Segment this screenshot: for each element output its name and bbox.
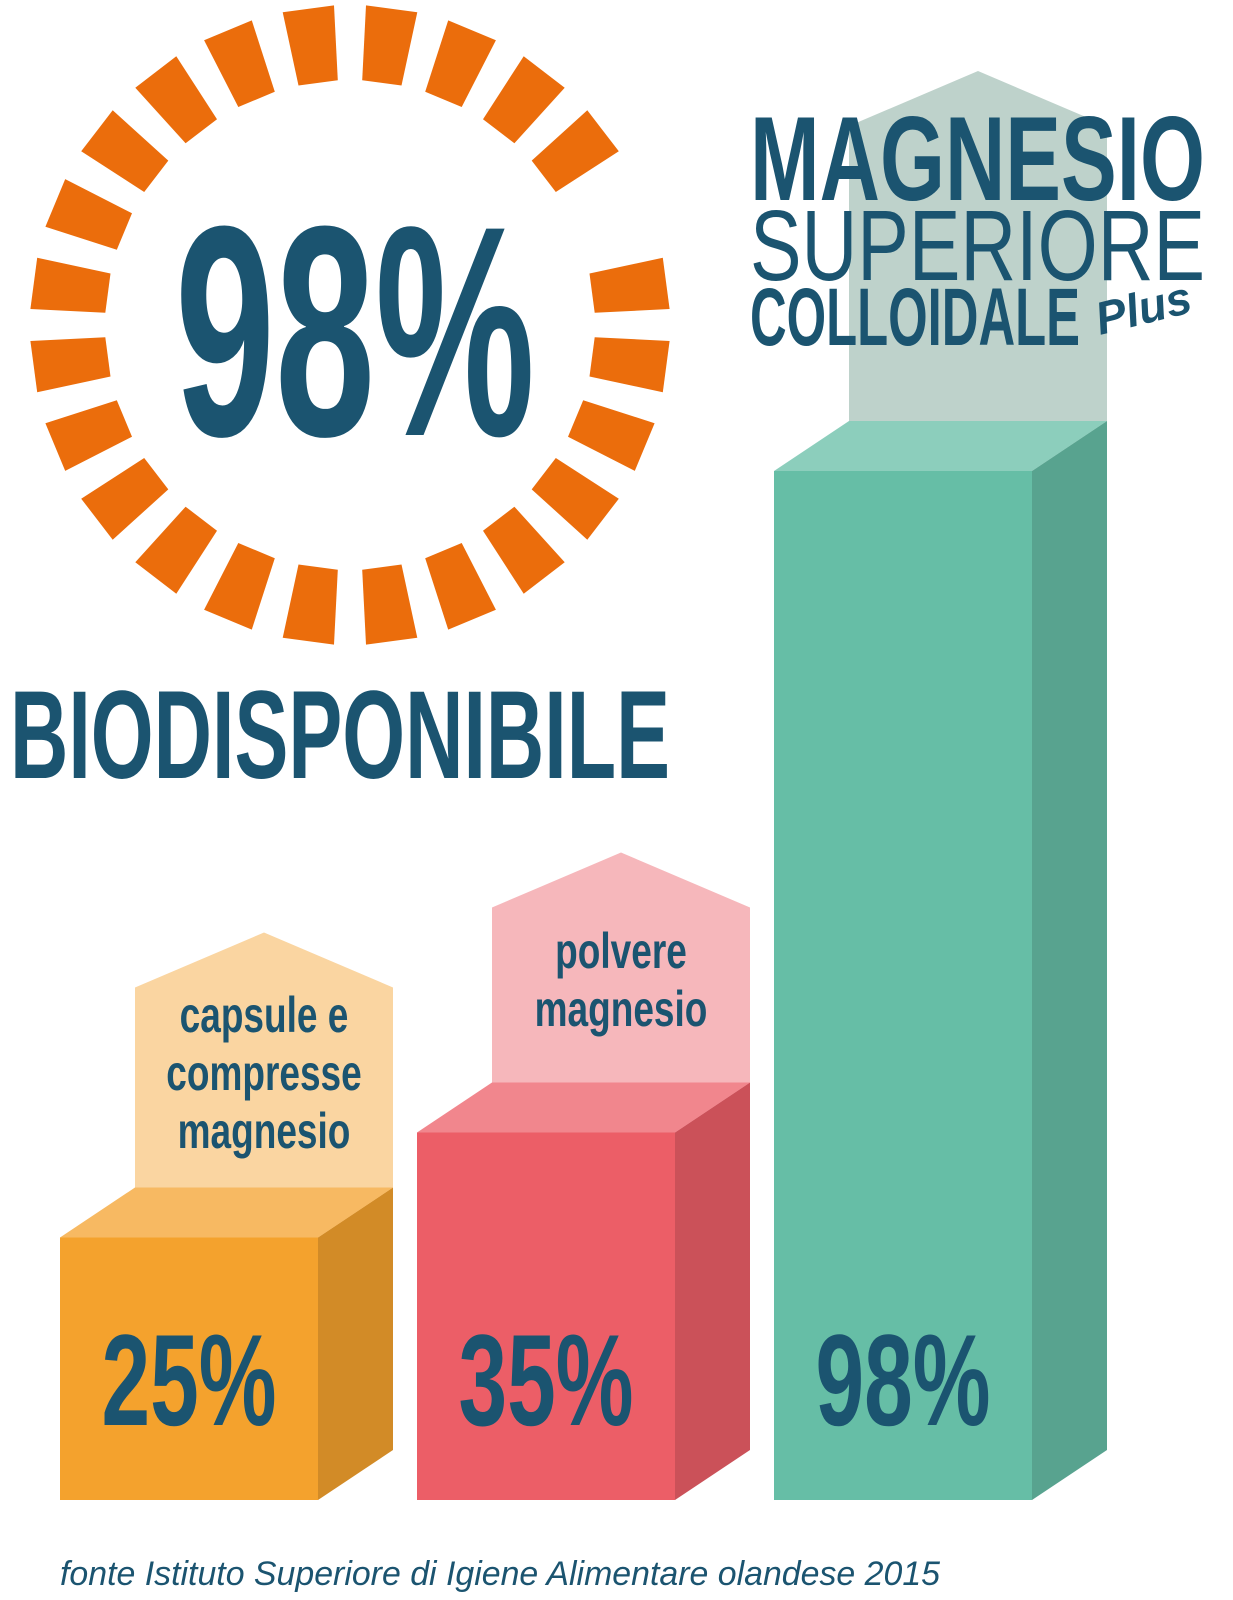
ring-segment bbox=[45, 400, 132, 471]
label-box bbox=[135, 932, 393, 1238]
ring-segment bbox=[81, 110, 169, 192]
value-label: 25% bbox=[102, 1307, 277, 1453]
ring-segment bbox=[589, 337, 670, 393]
title-line: COLLOIDALE bbox=[750, 272, 1080, 363]
bar-side bbox=[318, 1187, 393, 1500]
bar-side bbox=[675, 1082, 750, 1500]
ring-segment bbox=[81, 458, 169, 540]
ring-segment bbox=[531, 458, 619, 540]
ring-segment bbox=[425, 543, 496, 630]
source-note: fonte Istituto Superiore di Igiene Alime… bbox=[60, 1555, 940, 1593]
category-label: capsule e compresse magnesio bbox=[166, 986, 362, 1159]
ring-segment bbox=[362, 5, 418, 86]
ring-segment bbox=[362, 564, 418, 645]
category-label: polvere magnesio bbox=[534, 923, 708, 1037]
bar bbox=[774, 471, 1032, 1500]
bar-top bbox=[60, 1187, 393, 1238]
headline: 98% bbox=[175, 163, 535, 499]
value-label: 35% bbox=[459, 1307, 634, 1453]
title-line: SUPERIORE bbox=[750, 190, 1205, 302]
bar-top bbox=[417, 1082, 750, 1133]
ring-segment bbox=[45, 179, 132, 250]
headline-label: BIODISPONIBILE bbox=[10, 666, 670, 805]
title-line: MAGNESIO bbox=[750, 92, 1205, 226]
ring-segment bbox=[135, 506, 217, 594]
ring-segment bbox=[30, 337, 111, 393]
value-label: 98% bbox=[816, 1307, 991, 1453]
ring-segment bbox=[135, 56, 217, 144]
ring-segment bbox=[204, 543, 275, 630]
ring-decoration bbox=[30, 5, 670, 645]
ring-segment bbox=[425, 20, 496, 107]
ring-segment bbox=[282, 564, 338, 645]
label-box bbox=[849, 71, 1107, 471]
ring-segment bbox=[483, 506, 565, 594]
bar-top bbox=[774, 421, 1107, 471]
ring-segment bbox=[568, 400, 655, 471]
ring-segment bbox=[30, 257, 111, 313]
ring-segment bbox=[204, 20, 275, 107]
ring-segment bbox=[531, 110, 619, 192]
ring-segment bbox=[483, 56, 565, 144]
bar-side bbox=[1032, 421, 1107, 1500]
ring-segment bbox=[282, 5, 338, 86]
bar bbox=[60, 1237, 318, 1500]
label-box bbox=[492, 852, 750, 1133]
bar bbox=[417, 1132, 675, 1500]
ring-segment bbox=[589, 257, 670, 313]
